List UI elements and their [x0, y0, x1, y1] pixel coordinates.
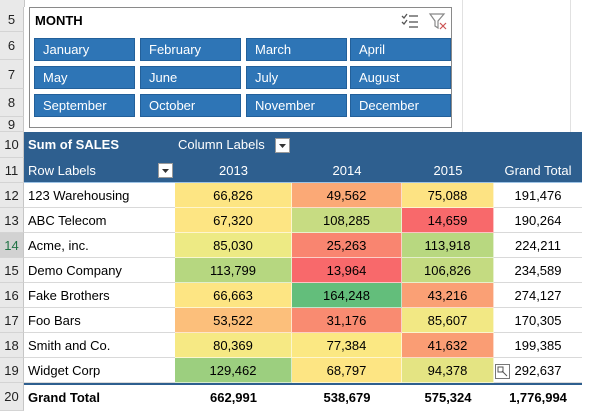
row-labels-header: Row Labels	[28, 163, 96, 178]
gridline	[570, 0, 571, 132]
row-header[interactable]: 8	[0, 89, 24, 117]
value-cell[interactable]: 31,176	[292, 308, 402, 333]
chevron-down-icon	[279, 144, 286, 148]
column-labels-header: Column Labels	[178, 137, 265, 152]
value-cell[interactable]: 170,305	[494, 308, 582, 333]
value-cell[interactable]: 49,562	[292, 183, 402, 208]
row-label[interactable]: Acme, inc.	[24, 233, 175, 258]
grand-total-value[interactable]: 662,991	[210, 390, 257, 405]
value-cell[interactable]: 14,659	[402, 208, 494, 233]
value-field-header: Sum of SALES	[28, 137, 120, 152]
grand-total-label[interactable]: Grand Total	[28, 390, 100, 405]
value-cell[interactable]: 75,088	[402, 183, 494, 208]
value-cell[interactable]: 106,826	[402, 258, 494, 283]
slicer-button-november[interactable]: November	[246, 94, 347, 117]
value-cell[interactable]: 85,607	[402, 308, 494, 333]
value-cell[interactable]: 80,369	[175, 333, 292, 358]
row-label[interactable]: Demo Company	[24, 258, 175, 283]
row-header[interactable]: 19	[0, 358, 24, 383]
column-labels-filter-dropdown[interactable]	[275, 138, 290, 153]
gridline	[462, 0, 463, 132]
value-cell[interactable]: 190,264	[494, 208, 582, 233]
row-header[interactable]: 9	[0, 117, 24, 132]
value-cell[interactable]: 224,211	[494, 233, 582, 258]
value-cell[interactable]: 85,030	[175, 233, 292, 258]
value-cell[interactable]: 113,918	[402, 233, 494, 258]
slicer-button-october[interactable]: October	[140, 94, 241, 117]
row-header[interactable]: 14	[0, 233, 24, 258]
value-cell[interactable]: 274,127	[494, 283, 582, 308]
row-header[interactable]: 17	[0, 308, 24, 333]
row-label[interactable]: Smith and Co.	[24, 333, 175, 358]
value-cell[interactable]: 25,263	[292, 233, 402, 258]
value-cell[interactable]: 66,663	[175, 283, 292, 308]
value-cell[interactable]: 53,522	[175, 308, 292, 333]
row-label[interactable]: Foo Bars	[24, 308, 175, 333]
row-header[interactable]: 6	[0, 32, 24, 60]
grand-total-divider	[24, 383, 582, 385]
value-cell[interactable]: 94,378	[402, 358, 494, 383]
value-cell[interactable]: 199,385	[494, 333, 582, 358]
grand-total-value[interactable]: 538,679	[323, 390, 371, 405]
value-cell[interactable]: 68,797	[292, 358, 402, 383]
slicer-button-april[interactable]: April	[350, 38, 451, 61]
chevron-down-icon	[162, 169, 169, 173]
value-cell[interactable]: 108,285	[292, 208, 402, 233]
row-label[interactable]: ABC Telecom	[24, 208, 175, 233]
row-header-top	[0, 0, 25, 7]
row-header[interactable]: 5	[0, 7, 24, 32]
slicer-button-september[interactable]: September	[34, 94, 135, 117]
multi-select-icon[interactable]	[400, 12, 420, 30]
row-label[interactable]: 123 Warehousing	[24, 183, 175, 208]
row-header[interactable]: 10	[0, 132, 24, 158]
value-cell[interactable]: 129,462	[175, 358, 292, 383]
row-header[interactable]: 12	[0, 183, 24, 208]
column-header-2015[interactable]: 2015	[433, 163, 463, 178]
clear-filter-icon[interactable]	[428, 12, 448, 30]
slicer-button-january[interactable]: January	[34, 38, 135, 61]
row-header[interactable]: 7	[0, 60, 24, 89]
value-cell[interactable]: 77,384	[292, 333, 402, 358]
pivot-column-header-band	[24, 158, 582, 183]
row-label[interactable]: Fake Brothers	[24, 283, 175, 308]
column-header-2013[interactable]: 2013	[219, 163, 248, 178]
quick-analysis-icon[interactable]	[495, 364, 510, 379]
row-labels-filter-dropdown[interactable]	[158, 163, 173, 178]
slicer-button-july[interactable]: July	[246, 66, 347, 89]
grand-total-value[interactable]: 575,324	[424, 390, 472, 405]
slicer-title: MONTH	[35, 13, 83, 28]
month-slicer[interactable]: MONTH January February March April May June Ju…	[29, 7, 452, 128]
slicer-button-may[interactable]: May	[34, 66, 135, 89]
row-header[interactable]: 16	[0, 283, 24, 308]
value-cell[interactable]: 113,799	[175, 258, 292, 283]
value-cell[interactable]: 66,826	[175, 183, 292, 208]
row-header[interactable]: 11	[0, 158, 24, 183]
row-header[interactable]: 13	[0, 208, 24, 233]
column-header-2014[interactable]: 2014	[332, 163, 362, 178]
value-cell[interactable]: 234,589	[494, 258, 582, 283]
slicer-button-february[interactable]: February	[140, 38, 241, 61]
slicer-button-december[interactable]: December	[350, 94, 451, 117]
slicer-button-june[interactable]: June	[140, 66, 241, 89]
value-cell[interactable]: 191,476	[494, 183, 582, 208]
slicer-button-march[interactable]: March	[246, 38, 347, 61]
value-cell[interactable]: 41,632	[402, 333, 494, 358]
value-cell[interactable]: 67,320	[175, 208, 292, 233]
value-cell[interactable]: 13,964	[292, 258, 402, 283]
row-header[interactable]: 15	[0, 258, 24, 283]
row-label[interactable]: Widget Corp	[24, 358, 175, 383]
row-header[interactable]: 20	[0, 383, 24, 411]
slicer-button-august[interactable]: August	[350, 66, 451, 89]
value-cell[interactable]: 164,248	[292, 283, 402, 308]
pivot-header-band	[24, 132, 582, 158]
value-cell[interactable]: 43,216	[402, 283, 494, 308]
row-header[interactable]: 18	[0, 333, 24, 358]
column-header-grand-total[interactable]: Grand Total	[504, 163, 572, 178]
grand-total-value[interactable]: 1,776,994	[509, 390, 567, 405]
